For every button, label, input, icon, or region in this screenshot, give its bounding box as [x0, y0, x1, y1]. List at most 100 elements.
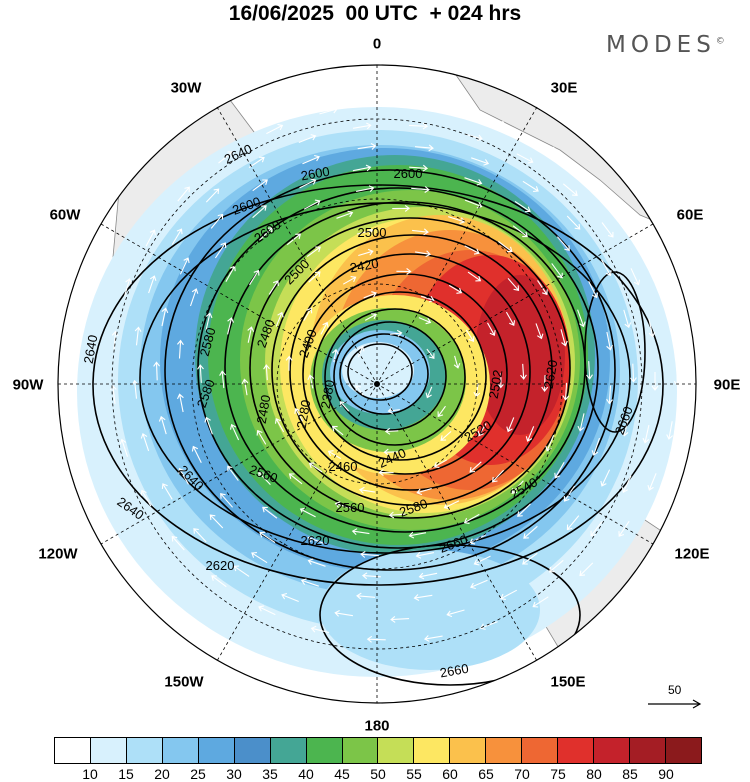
wind-vector — [629, 363, 637, 383]
wind-vector — [437, 405, 446, 418]
wind-vector — [525, 426, 535, 442]
wind-vector — [209, 514, 224, 529]
colorbar-tick-label: 50 — [370, 766, 386, 782]
wind-vector — [424, 635, 443, 642]
wind-vector — [562, 183, 578, 196]
wind-vector — [579, 562, 594, 577]
wind-vector — [418, 317, 432, 325]
wind-vector — [111, 330, 119, 350]
wind-vector — [134, 326, 142, 346]
wind-vector — [145, 229, 156, 247]
wind-vector — [621, 475, 632, 493]
map-title: 16/06/2025 00 UTC + 024 hrs — [228, 2, 522, 25]
wind-vector — [453, 355, 461, 369]
wind-vector — [259, 227, 273, 241]
wind-vector — [303, 199, 321, 210]
lon-label-120w: 120W — [38, 545, 78, 563]
wind-vector — [387, 407, 400, 415]
wind-vector — [666, 421, 673, 440]
contour-label: 2502 — [486, 369, 506, 400]
wind-vector — [220, 492, 234, 508]
wind-vector — [355, 384, 364, 396]
wind-vector — [248, 156, 265, 169]
wind-vector — [477, 423, 487, 437]
wind-vector — [319, 106, 338, 115]
wind-vector — [601, 222, 614, 238]
colorbar-tick-label: 10 — [82, 766, 98, 782]
wind-vector — [409, 122, 429, 130]
contour-2420 — [333, 321, 447, 431]
wind-vector — [539, 141, 557, 153]
wind-vector — [415, 250, 432, 258]
wind-vector — [331, 425, 344, 436]
wind-vector — [448, 216, 466, 225]
wind-vector — [384, 427, 399, 435]
wind-vector — [227, 317, 235, 335]
contour-2440 — [324, 308, 466, 446]
colorbar-tick-label: 70 — [514, 766, 530, 782]
wind-vector — [274, 418, 285, 433]
colorbar-swatch — [450, 738, 487, 763]
wind-vector — [432, 105, 452, 112]
wind-vector — [148, 275, 157, 294]
wind-vector — [630, 268, 641, 286]
wind-vector — [176, 339, 184, 359]
wind-vector — [469, 461, 482, 473]
wind-vector — [532, 596, 549, 608]
contour-label: 2500 — [358, 225, 387, 240]
wind-vector — [161, 483, 173, 500]
wind-vector — [266, 123, 284, 135]
colorbar-swatch — [234, 738, 271, 763]
colorbar-tick-label: 60 — [442, 766, 458, 782]
colorbar-swatch — [594, 738, 630, 763]
wind-vector — [263, 364, 270, 381]
wind-vector — [416, 487, 432, 496]
wind-vector — [507, 277, 520, 291]
contour-label: 2660 — [439, 661, 470, 681]
colorbar-swatch — [162, 738, 199, 763]
contour-label: 2580 — [197, 326, 219, 358]
wind-vector — [334, 501, 351, 509]
wind-vector — [551, 263, 563, 279]
wind-vector — [562, 382, 570, 401]
wind-vector — [342, 275, 357, 285]
contour-label: 2620 — [301, 533, 330, 548]
wind-vector — [563, 485, 576, 502]
lon-label-90w: 90W — [12, 376, 44, 394]
wind-vector — [606, 331, 614, 351]
wind-vector — [396, 267, 412, 275]
colorbar-swatch — [378, 738, 415, 763]
lon-label-90e: 90E — [713, 376, 741, 394]
wind-vector — [249, 269, 260, 286]
wind-vector — [214, 242, 227, 259]
wind-vector — [352, 122, 372, 130]
colorbar-tick-label: 20 — [154, 766, 170, 782]
colorbar-swatch — [55, 738, 91, 763]
wind-vector — [364, 313, 377, 321]
wind-vector — [358, 248, 374, 257]
wind-vector — [357, 345, 365, 358]
wind-vector — [425, 386, 433, 399]
wind-vector — [465, 329, 475, 342]
reference-vector-label: 50 — [668, 683, 682, 697]
wind-vector — [300, 578, 319, 587]
wind-vector — [522, 552, 538, 565]
wind-vector — [140, 489, 152, 507]
wind-vector — [252, 205, 267, 219]
wind-vector — [414, 144, 434, 152]
lon-label-30e: 30E — [550, 79, 578, 97]
wind-vector — [388, 511, 406, 519]
lon-label-60e: 60E — [676, 206, 704, 224]
wind-band-85 — [475, 275, 565, 435]
wind-vector — [378, 469, 394, 477]
wind-vector — [177, 186, 190, 202]
wind-vector — [375, 100, 395, 108]
contour-label: 2420 — [349, 256, 380, 276]
wind-vector — [448, 284, 463, 294]
wind-vector — [523, 525, 538, 539]
wind-vector — [334, 610, 353, 617]
wind-vector — [189, 288, 199, 307]
wind-vector — [491, 469, 504, 483]
wind-vector — [588, 281, 599, 299]
wind-vector — [541, 375, 549, 393]
